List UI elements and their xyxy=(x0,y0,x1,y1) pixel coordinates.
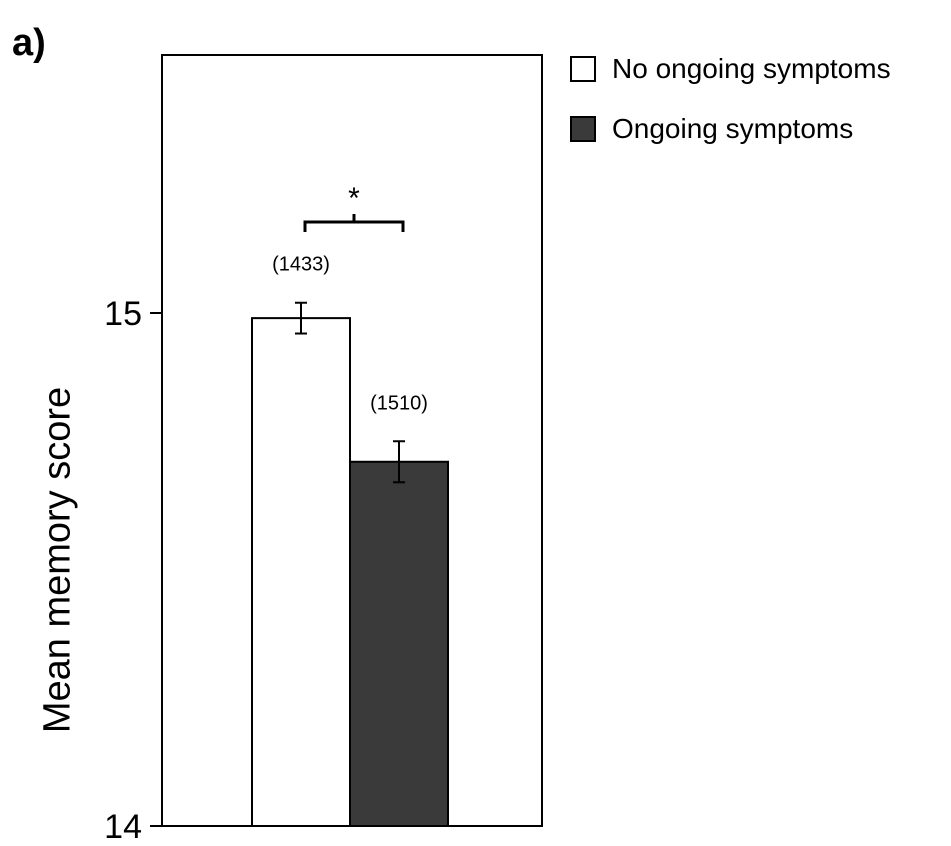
legend-label-no-ongoing: No ongoing symptoms xyxy=(612,53,891,84)
panel-label: a) xyxy=(12,22,46,64)
legend-item-ongoing: Ongoing symptoms xyxy=(570,112,891,146)
legend-swatch-no-ongoing xyxy=(570,56,596,82)
legend-label-ongoing: Ongoing symptoms xyxy=(612,113,854,144)
legend: No ongoing symptoms Ongoing symptoms xyxy=(570,52,891,172)
legend-item-no-ongoing: No ongoing symptoms xyxy=(570,52,891,86)
y-tick-label-1: 15 xyxy=(104,295,142,333)
bar-0 xyxy=(251,317,351,827)
bar-1 xyxy=(349,460,449,827)
significance-star: * xyxy=(348,182,360,215)
n-label-0: (1433) xyxy=(272,254,330,276)
y-tick-label-0: 14 xyxy=(104,808,142,846)
significance-bracket xyxy=(303,214,405,232)
legend-swatch-ongoing xyxy=(570,116,596,142)
n-label-1: (1510) xyxy=(370,392,428,414)
